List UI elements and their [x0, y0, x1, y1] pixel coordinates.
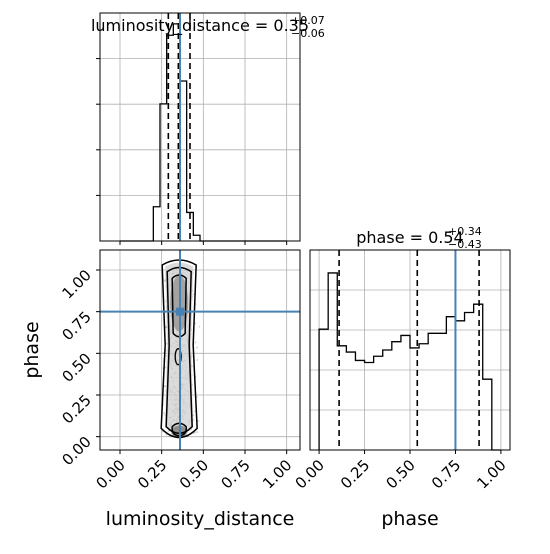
y-tick-labels: 0.00 0.25 0.50 0.75 1.00	[58, 266, 94, 469]
x-tick-label: 0.00	[292, 456, 328, 492]
axes-frame	[99, 12, 301, 242]
scatter-point	[163, 412, 165, 415]
tick-marks	[318, 450, 502, 454]
quantile-lines	[167, 13, 191, 241]
panel-title: luminosity_distance = 0.35	[91, 16, 309, 36]
truth-marker	[176, 307, 184, 316]
scatter-point	[167, 430, 170, 433]
scatter-point	[163, 385, 166, 387]
contour-island	[174, 348, 182, 366]
scatter-point	[194, 431, 196, 434]
title-lower-error: −0.43	[448, 238, 482, 251]
histogram-step-line	[318, 272, 501, 451]
panel-luminosity-distance-hist: luminosity_distance = 0.35 +0.07 −0.06	[91, 12, 325, 245]
panel-phase-hist: 0.00 0.25 0.50 0.75 1.00 phase = 0.54 +0.34 …	[292, 225, 511, 530]
y-tick-label: 0.75	[58, 308, 94, 344]
scatter-point	[196, 346, 198, 349]
title-upper-error: +0.34	[448, 225, 482, 238]
histogram-steps	[318, 272, 501, 451]
tick-marks	[96, 269, 288, 454]
scatter-point	[165, 326, 167, 329]
scatter-point	[165, 342, 168, 345]
truth-crosshair	[100, 250, 300, 450]
y-tick-label: 0.50	[58, 349, 94, 385]
panel-2d-contour: 0.00 0.25 0.50 0.75 1.00 0.000.250.500.751.0…	[21, 249, 301, 530]
x-tick-label: 0.75	[428, 456, 464, 492]
scatter-point	[194, 322, 197, 325]
scatter-point	[196, 396, 198, 398]
grid-lines	[100, 250, 300, 450]
x-tick-labels: 0.00 0.25 0.50 0.75 1.00	[92, 456, 295, 492]
x-tick-label: 0.50	[176, 456, 212, 492]
title-lower-error: −0.06	[291, 27, 325, 40]
y-tick-label: 0.00	[58, 433, 94, 469]
grid-lines	[310, 250, 510, 450]
x-tick-labels: 0.00 0.25 0.50 0.75 1.00	[292, 456, 510, 492]
scatter-point	[198, 325, 201, 328]
x-tick-label: 0.25	[337, 456, 373, 492]
x-tick-label: 1.00	[473, 456, 509, 492]
scatter-point	[164, 280, 166, 282]
scatter-point	[193, 410, 196, 413]
quantile-lines	[338, 250, 480, 450]
y-tick-label: 1.00	[58, 266, 94, 302]
scatter-point	[165, 433, 168, 436]
scatter-point	[161, 430, 164, 433]
x-tick-label: 0.50	[382, 456, 418, 492]
scatter-point	[197, 420, 200, 422]
x-axis-label: phase	[381, 508, 438, 530]
x-tick-label: 0.00	[92, 456, 128, 492]
x-tick-label: 0.25	[134, 456, 170, 492]
scatter-point	[196, 359, 199, 361]
x-tick-label: 1.00	[259, 456, 295, 492]
grid-lines	[100, 13, 300, 241]
contour-lines	[160, 259, 198, 439]
scatter-point	[196, 431, 199, 433]
scatter-point	[193, 432, 195, 435]
scatter-point	[194, 341, 197, 344]
contour-level-1	[160, 259, 198, 439]
panel-title: phase = 0.54	[356, 228, 463, 247]
axes-frame	[99, 249, 301, 451]
y-tick-label: 0.25	[58, 391, 94, 427]
title-upper-error: +0.07	[291, 14, 325, 27]
scatter-point	[164, 366, 167, 369]
x-tick-label: 0.75	[217, 456, 253, 492]
contour-level-3	[171, 274, 187, 338]
scatter-point	[192, 418, 195, 421]
scatter-point	[164, 385, 167, 388]
y-axis-label: phase	[21, 321, 43, 378]
tick-marks	[96, 58, 288, 245]
contour-level-2	[165, 266, 193, 435]
x-axis-label: luminosity_distance	[106, 508, 295, 530]
